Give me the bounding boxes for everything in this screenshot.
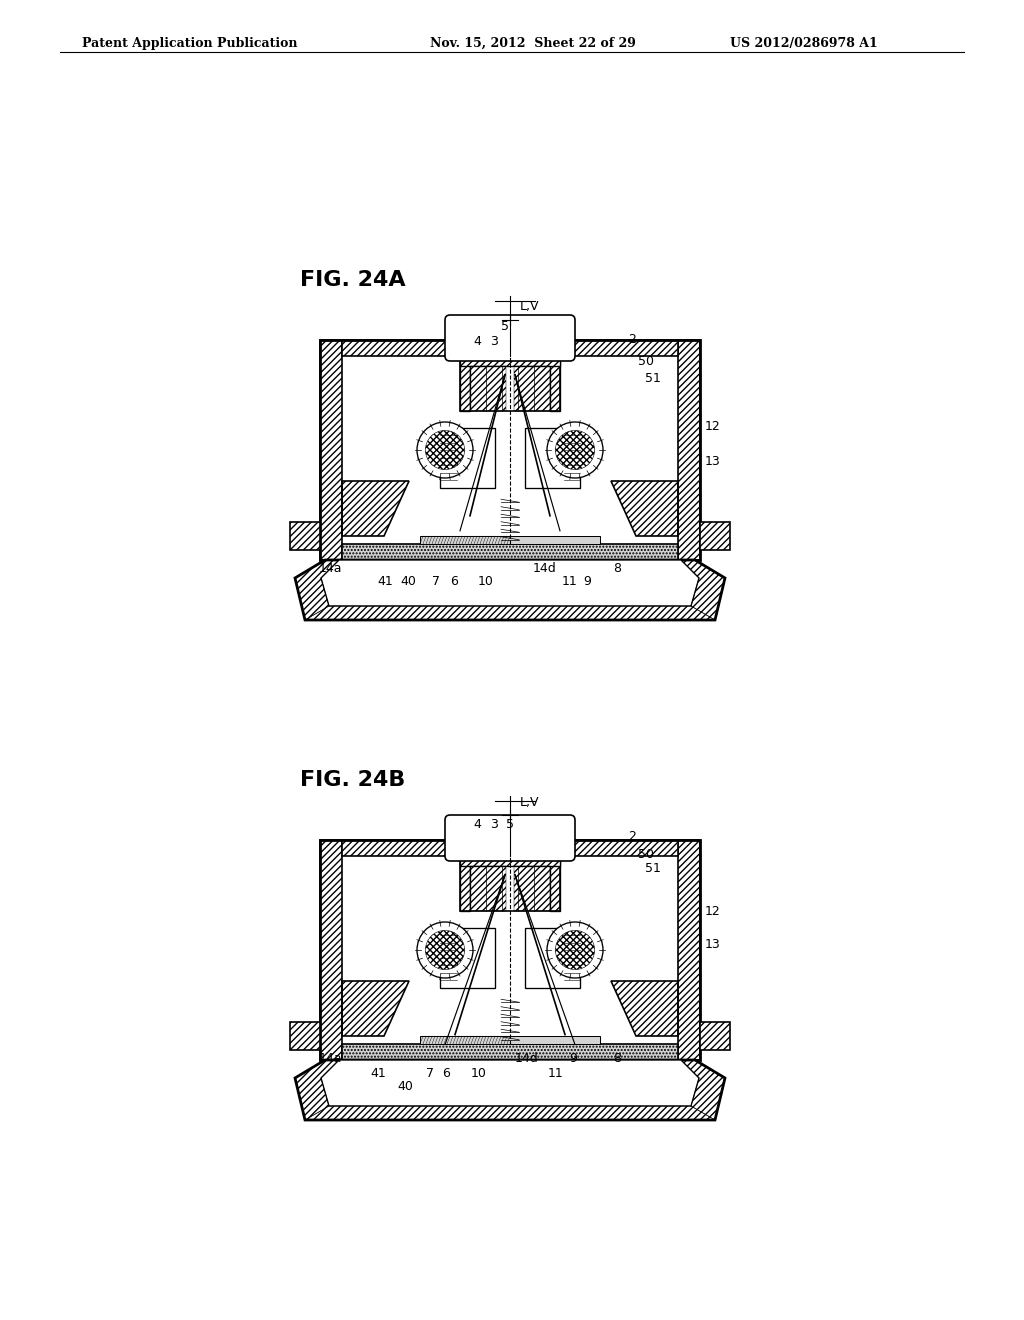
Text: 4: 4 (473, 818, 481, 832)
Text: 41: 41 (377, 576, 393, 587)
Bar (460, 356, 560, 411)
Polygon shape (342, 341, 678, 356)
Text: 41: 41 (370, 1067, 386, 1080)
Text: 3: 3 (490, 335, 498, 348)
Polygon shape (295, 1060, 725, 1119)
Text: Nov. 15, 2012  Sheet 22 of 29: Nov. 15, 2012 Sheet 22 of 29 (430, 37, 636, 50)
Text: 11: 11 (548, 1067, 564, 1080)
Text: FIG. 24A: FIG. 24A (300, 271, 406, 290)
Polygon shape (295, 560, 725, 620)
Text: 14d: 14d (534, 562, 557, 576)
Text: 9: 9 (583, 576, 591, 587)
Polygon shape (700, 1022, 730, 1049)
Text: 8: 8 (613, 1052, 621, 1065)
Circle shape (547, 422, 603, 478)
Text: 5: 5 (501, 319, 509, 333)
Text: L,V: L,V (520, 300, 540, 313)
Polygon shape (460, 356, 560, 366)
Text: 13: 13 (705, 455, 721, 469)
Polygon shape (525, 928, 580, 987)
Polygon shape (460, 855, 470, 911)
FancyBboxPatch shape (445, 315, 575, 360)
FancyBboxPatch shape (445, 814, 575, 861)
Text: 6: 6 (451, 576, 458, 587)
Text: L,V: L,V (520, 796, 540, 809)
Text: 6: 6 (442, 1067, 450, 1080)
Polygon shape (342, 544, 678, 560)
Text: 14a: 14a (318, 1052, 342, 1065)
Polygon shape (550, 855, 560, 911)
Text: 14d: 14d (515, 1052, 539, 1065)
Text: 50: 50 (638, 355, 654, 368)
Circle shape (417, 422, 473, 478)
Text: Patent Application Publication: Patent Application Publication (82, 37, 298, 50)
Polygon shape (321, 560, 699, 606)
Text: 40: 40 (397, 1080, 413, 1093)
Polygon shape (290, 1022, 319, 1049)
Text: 13: 13 (705, 939, 721, 950)
Text: 12: 12 (705, 906, 721, 917)
Polygon shape (420, 1036, 600, 1044)
Text: 8: 8 (613, 562, 621, 576)
Text: 2: 2 (628, 830, 636, 843)
Polygon shape (678, 341, 700, 560)
Polygon shape (678, 840, 700, 1060)
Text: FIG. 24B: FIG. 24B (300, 770, 406, 789)
Text: 10: 10 (478, 576, 494, 587)
Polygon shape (440, 428, 495, 487)
Bar (319, 840, 700, 1060)
Bar (319, 341, 700, 560)
Text: 51: 51 (645, 372, 660, 385)
Text: 12: 12 (705, 420, 721, 433)
Text: 2: 2 (628, 333, 636, 346)
Polygon shape (342, 840, 678, 855)
Text: 11: 11 (562, 576, 578, 587)
Circle shape (417, 921, 473, 978)
Text: 9: 9 (569, 1052, 577, 1065)
Text: 51: 51 (645, 862, 660, 875)
Text: 40: 40 (400, 576, 416, 587)
Polygon shape (319, 341, 342, 560)
Text: US 2012/0286978 A1: US 2012/0286978 A1 (730, 37, 878, 50)
Polygon shape (319, 840, 342, 1060)
Text: 7: 7 (426, 1067, 434, 1080)
Polygon shape (460, 855, 560, 866)
Text: 14a: 14a (318, 562, 342, 576)
Circle shape (547, 921, 603, 978)
Text: 7: 7 (432, 576, 440, 587)
Polygon shape (342, 1044, 678, 1060)
Text: 4: 4 (473, 335, 481, 348)
Polygon shape (460, 356, 470, 411)
Polygon shape (420, 536, 600, 544)
Polygon shape (550, 356, 560, 411)
Polygon shape (525, 428, 580, 487)
Text: 5: 5 (506, 818, 514, 832)
Polygon shape (290, 521, 319, 550)
Polygon shape (700, 521, 730, 550)
Polygon shape (440, 928, 495, 987)
Text: 50: 50 (638, 847, 654, 861)
Text: 10: 10 (471, 1067, 487, 1080)
Text: 3: 3 (490, 818, 498, 832)
Bar (460, 855, 560, 911)
Polygon shape (321, 1060, 699, 1106)
